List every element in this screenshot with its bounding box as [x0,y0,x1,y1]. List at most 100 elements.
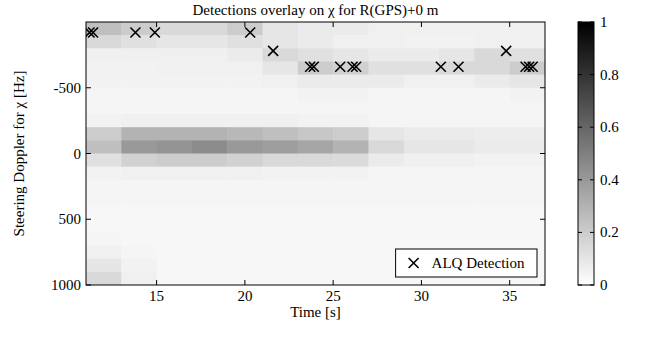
y-tick [540,285,545,286]
heatmap-cell [510,219,545,233]
heatmap-cell [368,206,404,220]
heatmap-cell [121,127,157,141]
chart: 1520253035-50005001000Detections overlay… [0,0,646,340]
heatmap-cell [157,22,193,36]
heatmap-cell [263,167,299,181]
heatmap-cell [439,48,475,62]
detection-marker [309,62,319,72]
heatmap-cell [510,61,545,75]
colorbar-tick [590,179,594,180]
heatmap-cell [474,35,510,49]
heatmap-cell [404,114,440,128]
heatmap-cell [192,127,228,141]
heatmap-cell [157,180,193,194]
heatmap-cell [298,180,334,194]
heatmap-cell [227,272,263,285]
heatmap-cell [333,219,369,233]
x-tick [156,280,157,285]
heatmap-cell [227,114,263,128]
heatmap-cell [121,193,157,207]
heatmap-cell [192,75,228,89]
heatmap-cell [439,140,475,154]
colorbar-tick-label: 0 [600,277,608,293]
x-tick [156,22,157,27]
heatmap-cell [439,75,475,89]
heatmap-cell [404,61,440,75]
heatmap-cell [121,61,157,75]
x-tick [244,22,245,27]
heatmap-cell [121,232,157,246]
colorbar [578,22,594,285]
x-axis-title: Time [s] [290,304,341,320]
heatmap-cell [157,88,193,102]
heatmap-cell [368,180,404,194]
heatmap-cell [510,127,545,141]
heatmap-cell [263,88,299,102]
y-tick-label: 0 [74,146,82,162]
heatmap-cell [368,61,404,75]
heatmap-cell [439,114,475,128]
heatmap-cell [227,232,263,246]
heatmap-cell [368,35,404,49]
heatmap-cell [368,22,404,36]
heatmap-cell [157,246,193,260]
heatmap-cell [121,154,157,168]
heatmap-cell [333,61,369,75]
heatmap-cell [157,154,193,168]
heatmap-cell [474,88,510,102]
heatmap [86,22,545,285]
heatmap-cell [298,246,334,260]
heatmap-cell [298,154,334,168]
x-tick [244,280,245,285]
legend-symbol [409,258,419,268]
heatmap-cell [227,193,263,207]
heatmap-cell [298,193,334,207]
colorbar-tick [590,285,594,286]
heatmap-cell [227,101,263,115]
y-tick-label: 500 [59,211,82,227]
heatmap-cell [157,114,193,128]
heatmap-cell [510,35,545,49]
heatmap-cell [368,140,404,154]
heatmap-cell [86,88,122,102]
heatmap-cell [121,259,157,273]
heatmap-cell [333,206,369,220]
heatmap-cell [474,232,510,246]
heatmap-cell [368,48,404,62]
heatmap-cell [404,167,440,181]
y-tick [540,87,545,88]
heatmap-cell [86,140,122,154]
heatmap-cell [333,246,369,260]
x-tick [333,22,334,27]
chart-title: Detections overlay on χ for R(GPS)+0 m [193,2,439,19]
heatmap-cell [121,167,157,181]
heatmap-cell [333,35,369,49]
heatmap-cell [510,167,545,181]
y-tick [540,219,545,220]
colorbar-tick-label: 0.2 [600,224,619,240]
heatmap-cell [157,140,193,154]
heatmap-cell [510,22,545,36]
detection-marker [351,62,361,72]
heatmap-cell [263,154,299,168]
heatmap-cell [298,140,334,154]
heatmap-cell [227,167,263,181]
heatmap-cell [263,140,299,154]
heatmap-cell [439,22,475,36]
heatmap-cell [263,22,299,36]
heatmap-cell [157,35,193,49]
heatmap-cell [157,127,193,141]
heatmap-cell [192,219,228,233]
detection-marker [501,46,511,56]
x-tick-label: 30 [414,288,429,304]
heatmap-cell [192,61,228,75]
heatmap-cell [86,206,122,220]
heatmap-cell [333,154,369,168]
x-tick [509,22,510,27]
heatmap-cell [157,259,193,273]
heatmap-cell [192,232,228,246]
heatmap-cell [157,272,193,285]
heatmap-cell [192,114,228,128]
heatmap-cell [157,75,193,89]
heatmap-cell [298,48,334,62]
